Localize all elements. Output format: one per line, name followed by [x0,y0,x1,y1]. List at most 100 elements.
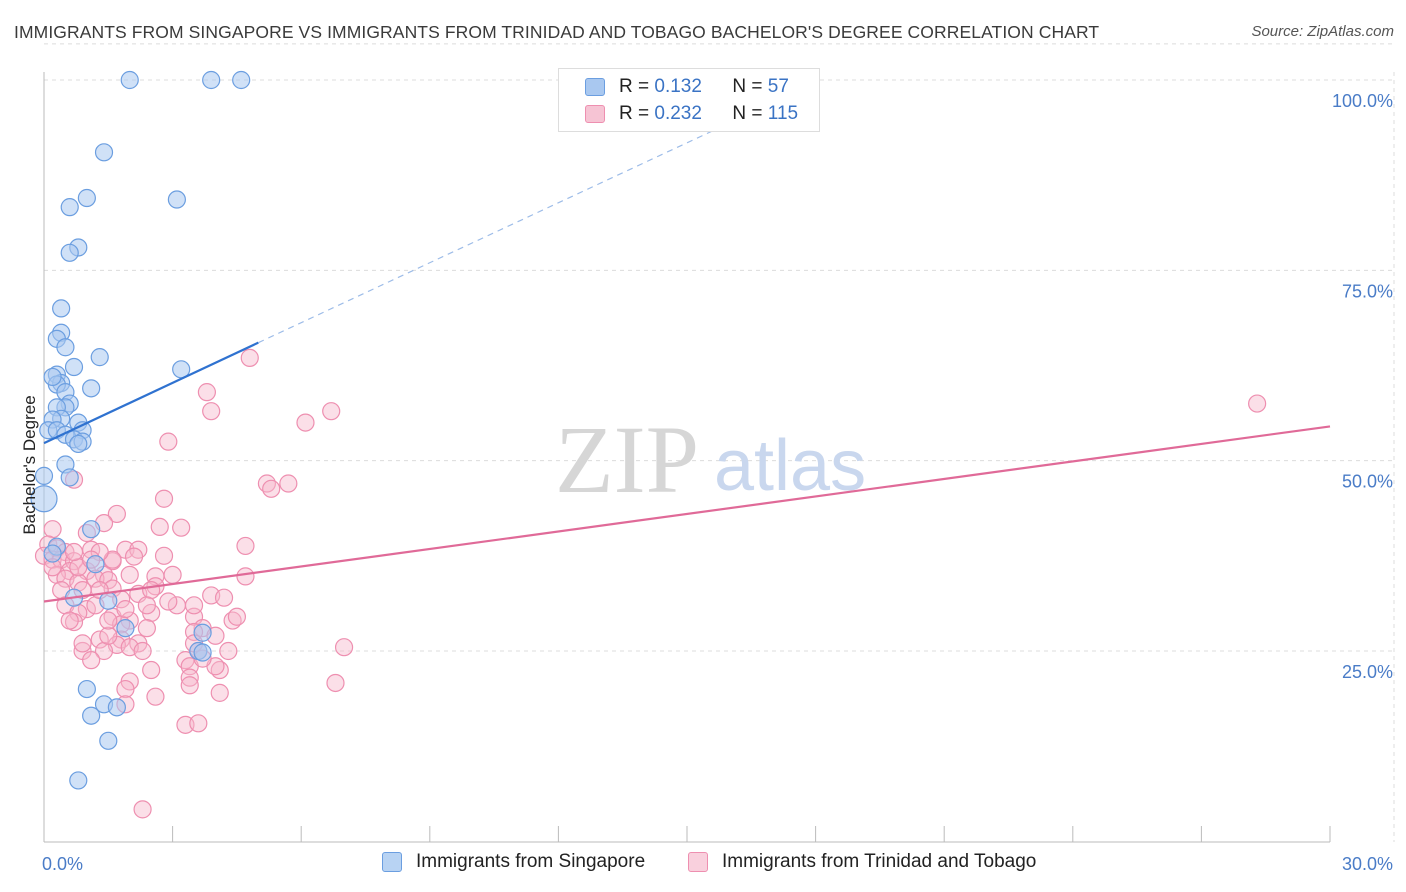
point-singapore [86,555,105,574]
legend-row-singapore: R = 0.132 N = 57 [585,74,789,100]
point-trinidad [107,504,126,524]
point-trinidad [326,673,345,693]
point-singapore [64,357,84,377]
bottom-swatch-trinidad [688,852,708,872]
point-singapore [82,706,101,725]
point-trinidad [236,536,255,556]
watermark-zip: ZIP [555,406,699,513]
legend-r-value-trinidad: 0.232 [654,103,702,124]
bottom-legend-label-singapore: Immigrants from Singapore [416,851,646,872]
point-trinidad [159,432,178,451]
legend-swatch-trinidad [585,105,605,123]
point-trinidad [184,596,204,615]
y-tick-label: 25.0% [1342,662,1393,682]
point-singapore [34,466,54,485]
axes [43,72,1331,843]
point-trinidad [90,630,109,649]
point-trinidad [236,567,255,586]
point-singapore [120,70,139,90]
bottom-legend-singapore: Immigrants from Singapore [382,851,645,873]
point-trinidad [64,542,84,562]
point-trinidad [296,413,315,432]
point-singapore [69,771,88,790]
point-trinidad [172,518,191,537]
point-singapore [77,188,96,208]
point-singapore [77,679,96,699]
x-tick-label: 30.0% [1342,854,1393,874]
point-trinidad [77,600,96,619]
point-trinidad [116,679,135,699]
y-axis-label: Bachelor's Degree [20,395,39,534]
point-singapore [56,338,75,357]
point-singapore [52,299,71,318]
trendline-singapore [43,341,259,445]
legend-n-value-singapore: 57 [767,76,789,97]
point-singapore [167,190,186,209]
point-trinidad [180,668,199,687]
x-tick-label: 0.0% [42,854,83,874]
point-trinidad [137,596,156,615]
point-trinidad [214,588,234,607]
point-singapore [30,485,58,513]
point-trinidad [180,676,199,695]
point-trinidad [163,565,182,584]
point-singapore [202,70,221,90]
y-tick-label: 100.0% [1332,91,1393,111]
point-singapore [99,591,118,610]
legend-r-label: R = [619,103,650,124]
point-singapore [90,348,109,367]
legend-r-label: R = [619,76,650,97]
point-trinidad [262,479,281,498]
point-singapore [94,143,114,162]
watermark-atlas: atlas [714,426,866,506]
legend-n-value-trinidad: 115 [767,103,799,124]
point-singapore [43,544,62,563]
point-trinidad [133,800,152,819]
point-singapore [99,731,118,750]
point-singapore [43,367,62,387]
point-singapore [60,198,79,217]
trendline-trinidad [43,425,1331,603]
point-trinidad [279,474,298,493]
bottom-legend-trinidad: Immigrants from Trinidad and Tobago [688,851,1036,873]
point-trinidad [99,611,118,630]
chart-title: IMMIGRANTS FROM SINGAPORE VS IMMIGRANTS … [14,22,1100,42]
y-tick-label: 50.0% [1342,472,1393,492]
legend-swatch-singapore [585,78,605,96]
singapore-points [30,70,251,790]
point-singapore [116,619,135,638]
point-trinidad [189,714,208,733]
point-trinidad [43,520,62,539]
point-singapore [193,643,212,662]
y-tick-label: 75.0% [1342,281,1393,301]
legend-n-label: N = [732,76,763,97]
point-trinidad [154,546,174,565]
point-trinidad [99,626,118,645]
point-trinidad [202,402,221,421]
point-trinidad [322,402,341,421]
point-trinidad [159,592,178,611]
point-singapore [69,434,88,454]
point-trinidad [146,687,165,706]
point-trinidad [120,565,139,584]
legend: R = 0.132 N = 57 R = 0.232 N = 115 [558,68,820,132]
point-singapore [232,70,251,90]
point-trinidad [227,607,246,626]
point-singapore [193,623,212,642]
point-trinidad [82,651,101,670]
point-singapore [107,698,126,717]
bottom-legend-label-trinidad: Immigrants from Trinidad and Tobago [722,851,1037,872]
legend-n-label: N = [732,103,763,124]
point-trinidad [219,641,238,661]
point-trinidad [73,634,92,653]
point-trinidad [1248,394,1267,413]
point-singapore [60,468,79,487]
point-trinidad [240,348,259,367]
tick-labels: 25.0% 50.0% 75.0% 100.0% 0.0% 30.0% [42,91,1393,874]
point-trinidad [210,683,229,702]
point-trinidad [116,600,135,619]
point-singapore [82,379,101,398]
point-trinidad [197,383,216,402]
point-trinidad [124,547,144,566]
